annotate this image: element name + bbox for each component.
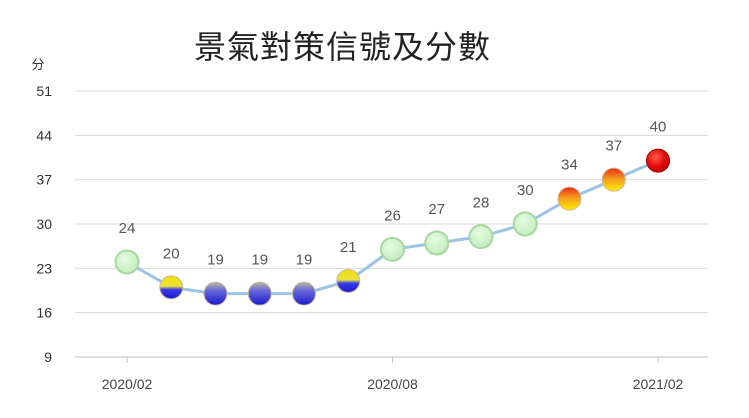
data-label: 19 xyxy=(251,252,268,269)
data-label: 27 xyxy=(428,201,445,218)
data-point xyxy=(557,186,582,211)
data-point xyxy=(336,269,361,293)
data-point xyxy=(159,275,184,300)
data-point xyxy=(114,249,140,275)
series-line xyxy=(126,159,659,296)
data-label: 21 xyxy=(340,239,357,256)
data-label: 26 xyxy=(384,207,401,224)
chart-title: 景氣對策信號及分數 xyxy=(193,28,491,66)
data-point xyxy=(247,281,272,306)
y-tick-label: 16 xyxy=(36,305,52,321)
data-label: 37 xyxy=(605,138,622,155)
data-point xyxy=(380,236,405,262)
y-tick-label: 44 xyxy=(36,127,52,143)
x-tick-label: 2021/02 xyxy=(633,376,684,392)
data-label: 19 xyxy=(207,252,224,269)
y-tick-label: 51 xyxy=(36,83,52,99)
x-tick-label: 2020/02 xyxy=(102,376,153,392)
x-tick-label: 2020/08 xyxy=(367,376,418,392)
data-point xyxy=(203,281,228,306)
y-tick-label: 37 xyxy=(36,172,52,188)
y-tick-label: 23 xyxy=(36,260,52,276)
data-label: 40 xyxy=(650,119,667,136)
data-label: 28 xyxy=(473,195,490,212)
data-label: 19 xyxy=(296,252,313,269)
data-label: 24 xyxy=(119,220,136,237)
data-point xyxy=(646,148,670,173)
data-point xyxy=(512,211,538,237)
data-point xyxy=(292,281,316,306)
y-tick-label: 9 xyxy=(44,349,52,365)
data-point xyxy=(601,167,626,192)
data-label: 30 xyxy=(517,182,534,199)
data-label: 34 xyxy=(561,157,578,174)
y-tick-label: 30 xyxy=(36,216,52,232)
data-label: 20 xyxy=(163,245,180,262)
data-point xyxy=(468,224,494,250)
y-axis-unit-label: 分 xyxy=(31,58,44,73)
data-point xyxy=(424,230,450,256)
